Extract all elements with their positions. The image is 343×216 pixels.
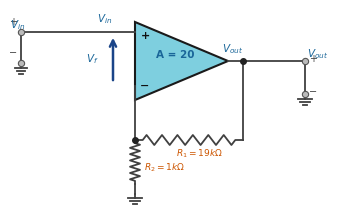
Text: −: − (140, 81, 150, 91)
Polygon shape (135, 22, 228, 100)
Text: $V_f$: $V_f$ (86, 52, 99, 66)
Text: $R_1 = 19k\Omega$: $R_1 = 19k\Omega$ (176, 148, 222, 160)
Text: A = 20: A = 20 (156, 50, 194, 60)
Text: $R_2 = 1k\Omega$: $R_2 = 1k\Omega$ (144, 162, 185, 174)
Text: −: − (9, 48, 17, 58)
Text: $V_{in}$: $V_{in}$ (97, 12, 113, 26)
Text: $V_{out}$: $V_{out}$ (222, 42, 244, 56)
Text: +: + (9, 17, 17, 27)
Text: +: + (309, 54, 317, 64)
Text: +: + (140, 31, 150, 41)
Text: −: − (309, 87, 317, 97)
Text: $V_{out}$: $V_{out}$ (307, 47, 329, 61)
Text: $V_{in}$: $V_{in}$ (10, 18, 25, 32)
